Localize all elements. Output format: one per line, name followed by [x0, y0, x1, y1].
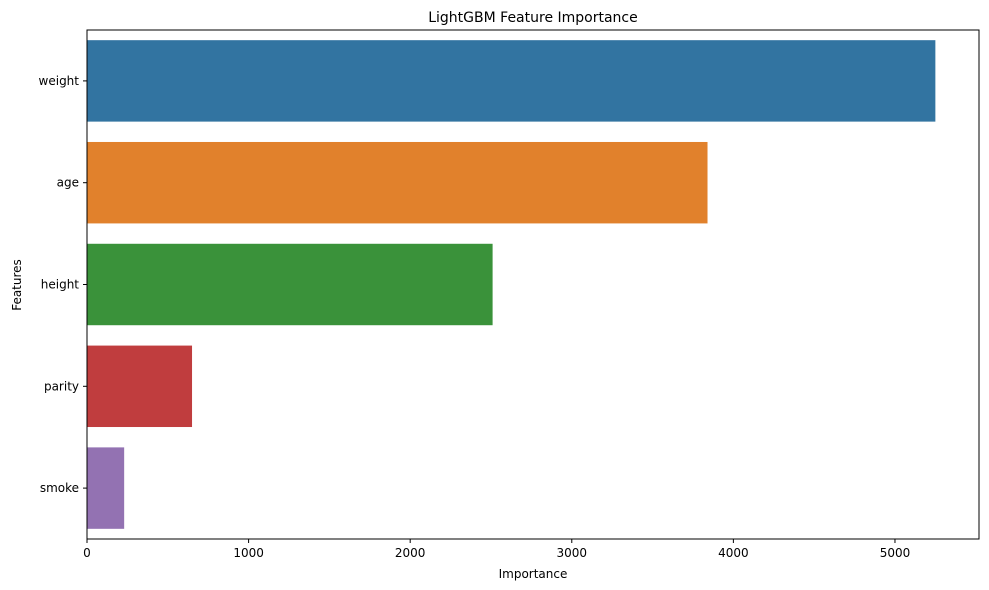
plot-frame	[86, 29, 980, 540]
x-tick-label: 2000	[395, 546, 426, 560]
y-tick-label: height	[41, 278, 80, 292]
y-axis-title: Features	[10, 259, 24, 311]
chart-title: LightGBM Feature Importance	[428, 10, 638, 26]
y-tick-label: parity	[44, 379, 79, 393]
x-tick-label: 0	[83, 546, 91, 560]
bar-weight	[87, 40, 936, 122]
bar-height	[87, 243, 493, 326]
y-axis-ticks: weight age height parity smoke	[39, 74, 87, 495]
x-tick-label: 1000	[233, 546, 264, 560]
bar-smoke	[87, 447, 125, 529]
bars-group	[87, 40, 936, 529]
x-axis-ticks: 0 1000 2000 3000 4000 5000	[83, 539, 910, 560]
y-tick-label: weight	[39, 74, 80, 88]
x-tick-label: 4000	[718, 546, 749, 560]
y-tick-label: age	[57, 176, 79, 190]
y-tick-label: smoke	[40, 481, 79, 495]
x-tick-label: 5000	[880, 546, 911, 560]
bar-age	[87, 141, 708, 224]
bar-parity	[87, 345, 193, 428]
x-tick-label: 3000	[557, 546, 588, 560]
x-axis-title: Importance	[499, 567, 568, 581]
